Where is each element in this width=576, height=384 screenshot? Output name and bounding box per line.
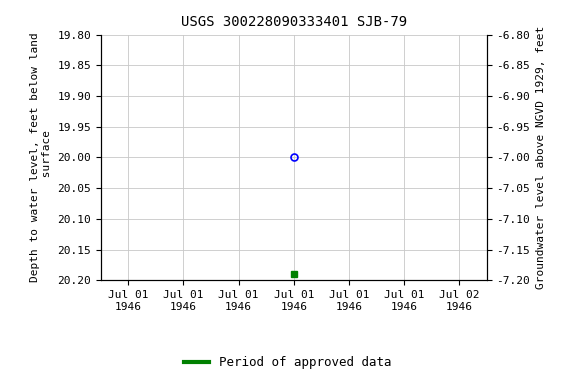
Title: USGS 300228090333401 SJB-79: USGS 300228090333401 SJB-79 xyxy=(181,15,407,29)
Y-axis label: Depth to water level, feet below land
 surface: Depth to water level, feet below land su… xyxy=(30,33,52,282)
Y-axis label: Groundwater level above NGVD 1929, feet: Groundwater level above NGVD 1929, feet xyxy=(536,26,545,289)
Legend: Period of approved data: Period of approved data xyxy=(179,351,397,374)
